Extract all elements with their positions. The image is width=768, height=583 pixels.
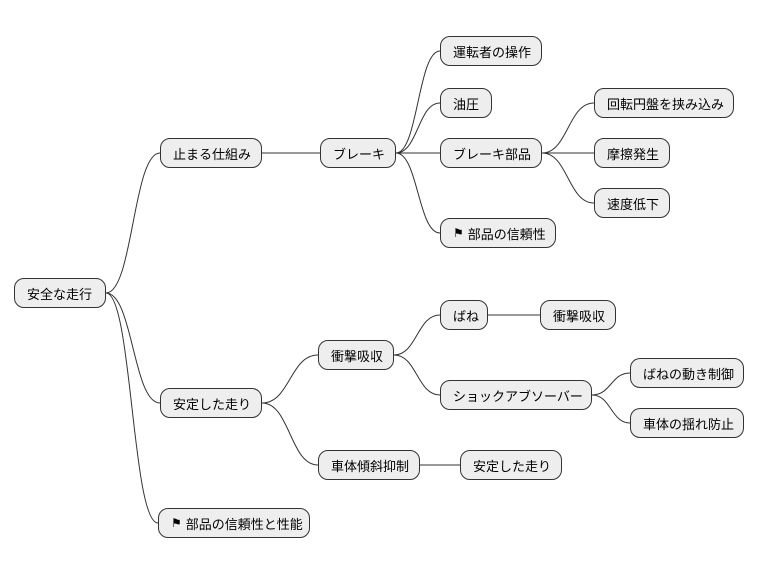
edge-stable-tilt (262, 403, 318, 465)
node-bparts: ブレーキ部品 (440, 138, 542, 168)
edge-stable-shock (262, 355, 318, 403)
edge-brake-hyd (396, 103, 440, 153)
node-shock: 衝撃吸収 (318, 340, 394, 370)
node-swayp: 車体の揺れ防止 (630, 408, 744, 438)
node-label: 速度低下 (607, 194, 659, 213)
edge-bparts-speed (542, 153, 594, 203)
node-spctrl: ばねの動き制御 (630, 358, 744, 388)
edge-root-stable (106, 293, 160, 403)
node-spring: ばね (440, 300, 488, 330)
edge-bparts-disc (542, 103, 594, 153)
node-stable2: 安定した走り (460, 450, 562, 480)
node-spabs: 衝撃吸収 (540, 300, 616, 330)
node-label: 部品の信頼性 (468, 224, 546, 243)
node-label: 安定した走り (473, 456, 551, 475)
node-brake: ブレーキ (320, 138, 396, 168)
node-label: 安定した走り (173, 394, 251, 413)
edge-shock-spring (394, 315, 440, 355)
node-label: 運転者の操作 (453, 42, 531, 61)
node-label: 車体の揺れ防止 (643, 414, 734, 433)
node-tilt: 車体傾斜抑制 (318, 450, 420, 480)
node-label: ブレーキ (333, 144, 385, 163)
edge-brake-partrel (396, 153, 440, 233)
edge-shock-shockabs (394, 355, 440, 395)
node-label: 回転円盤を挟み込み (607, 94, 724, 113)
node-friction: 摩擦発生 (594, 138, 670, 168)
node-driver: 運転者の操作 (440, 36, 542, 66)
edge-shockabs-spctrl (592, 373, 630, 395)
node-relperf: ⚑ 部品の信頼性と性能 (158, 508, 310, 538)
node-label: ショックアブソーバー (453, 386, 583, 405)
node-label: 車体傾斜抑制 (331, 456, 409, 475)
node-label: 部品の信頼性と性能 (186, 514, 303, 533)
node-label: 油圧 (453, 94, 479, 113)
node-label: ブレーキ部品 (453, 144, 531, 163)
node-stop: 止まる仕組み (160, 138, 262, 168)
node-label: ばねの動き制御 (643, 364, 734, 383)
node-speed: 速度低下 (594, 188, 670, 218)
edge-brake-driver (396, 51, 440, 153)
node-stable: 安定した走り (160, 388, 262, 418)
node-disc: 回転円盤を挟み込み (594, 88, 734, 118)
flag-icon: ⚑ (171, 516, 182, 530)
node-shockabs: ショックアブソーバー (440, 380, 592, 410)
node-hyd: 油圧 (440, 88, 492, 118)
node-label: 止まる仕組み (173, 144, 251, 163)
node-partrel: ⚑ 部品の信頼性 (440, 218, 556, 248)
node-label: ばね (453, 306, 479, 325)
edge-shockabs-swayp (592, 395, 630, 423)
node-label: 安全な走行 (27, 284, 92, 303)
node-label: 衝撃吸収 (331, 346, 383, 365)
edge-root-relperf (106, 293, 158, 523)
node-label: 摩擦発生 (607, 144, 659, 163)
node-label: 衝撃吸収 (553, 306, 605, 325)
node-root: 安全な走行 (14, 278, 106, 308)
flag-icon: ⚑ (453, 226, 464, 240)
edge-root-stop (106, 153, 160, 293)
